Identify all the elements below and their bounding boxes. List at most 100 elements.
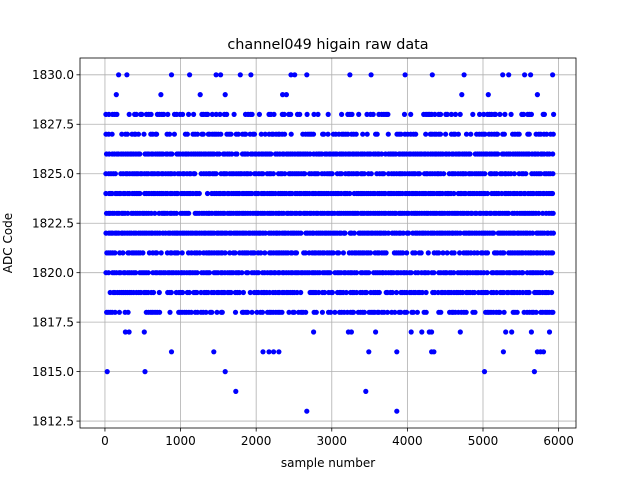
data-point bbox=[327, 270, 333, 276]
data-point bbox=[173, 210, 179, 216]
data-point bbox=[109, 131, 115, 137]
data-point bbox=[356, 111, 362, 117]
data-point bbox=[249, 309, 255, 315]
data-point bbox=[125, 309, 131, 315]
data-point bbox=[550, 72, 556, 78]
y-tick-label: 1820.0 bbox=[32, 266, 74, 280]
data-point bbox=[363, 388, 369, 394]
data-point bbox=[373, 329, 379, 335]
data-point bbox=[470, 111, 476, 117]
data-point bbox=[376, 289, 382, 296]
data-point bbox=[222, 250, 228, 256]
data-point bbox=[350, 309, 357, 315]
data-point bbox=[255, 270, 262, 276]
data-point bbox=[133, 111, 139, 117]
data-point bbox=[104, 369, 110, 375]
data-point bbox=[321, 131, 327, 137]
y-tick-label: 1830.0 bbox=[32, 68, 74, 82]
data-point bbox=[268, 151, 274, 157]
data-point bbox=[467, 151, 473, 157]
data-point bbox=[322, 289, 328, 296]
data-point bbox=[141, 131, 147, 137]
data-point bbox=[520, 270, 526, 276]
data-point bbox=[400, 250, 406, 256]
data-point bbox=[222, 369, 228, 375]
data-point bbox=[180, 111, 186, 117]
data-point bbox=[298, 230, 304, 236]
data-point bbox=[351, 230, 357, 236]
data-point bbox=[549, 190, 556, 197]
data-point bbox=[381, 171, 387, 177]
data-point bbox=[286, 309, 292, 315]
data-point bbox=[441, 171, 447, 177]
data-point bbox=[494, 289, 500, 296]
data-point bbox=[258, 250, 264, 256]
data-point bbox=[501, 250, 507, 256]
data-point bbox=[194, 289, 200, 296]
data-point bbox=[550, 131, 556, 137]
data-point bbox=[392, 309, 398, 315]
data-point bbox=[514, 309, 520, 315]
data-point bbox=[119, 131, 125, 137]
data-point bbox=[393, 289, 400, 296]
data-point bbox=[171, 131, 177, 137]
data-point bbox=[394, 349, 400, 355]
data-point bbox=[247, 171, 253, 177]
data-point bbox=[262, 230, 268, 236]
data-point bbox=[145, 270, 151, 276]
data-point bbox=[413, 131, 419, 137]
data-point bbox=[158, 250, 164, 256]
data-point bbox=[259, 309, 266, 315]
data-point bbox=[457, 329, 463, 335]
data-point bbox=[374, 131, 380, 137]
data-point bbox=[209, 309, 215, 315]
data-point bbox=[414, 309, 420, 315]
data-point bbox=[152, 210, 158, 216]
data-point bbox=[474, 250, 480, 256]
data-point bbox=[307, 151, 313, 157]
data-point bbox=[528, 111, 535, 117]
data-point bbox=[461, 72, 467, 78]
data-point bbox=[245, 270, 251, 276]
data-point bbox=[353, 131, 359, 137]
data-point bbox=[124, 131, 130, 137]
data-point bbox=[500, 349, 506, 355]
data-point bbox=[194, 270, 200, 276]
data-point bbox=[443, 131, 449, 137]
data-point bbox=[484, 289, 490, 296]
data-point bbox=[116, 72, 122, 78]
data-point bbox=[534, 92, 541, 98]
data-point bbox=[216, 151, 222, 157]
data-point bbox=[126, 111, 132, 117]
data-point bbox=[175, 250, 181, 256]
data-point bbox=[501, 309, 507, 315]
data-point bbox=[354, 289, 360, 296]
data-point bbox=[361, 171, 367, 177]
data-point bbox=[412, 250, 418, 256]
data-point bbox=[298, 289, 304, 296]
data-point bbox=[370, 111, 376, 117]
data-point bbox=[364, 111, 370, 117]
data-point bbox=[432, 111, 438, 117]
data-point bbox=[243, 131, 249, 137]
data-point bbox=[484, 190, 491, 197]
data-point bbox=[528, 72, 534, 78]
data-point bbox=[491, 230, 497, 236]
data-point bbox=[451, 190, 457, 197]
plot-frame bbox=[79, 57, 577, 429]
data-point bbox=[168, 72, 175, 78]
data-point bbox=[271, 349, 277, 355]
data-point bbox=[404, 309, 410, 315]
data-point bbox=[482, 131, 488, 137]
x-axis-ticks: 0 1000 2000 3000 4000 5000 6000 bbox=[101, 428, 574, 448]
data-point bbox=[384, 309, 391, 315]
data-point bbox=[186, 289, 192, 296]
y-tick-label: 1812.5 bbox=[32, 414, 74, 428]
data-point bbox=[468, 131, 474, 137]
data-point bbox=[550, 210, 556, 216]
data-point bbox=[364, 131, 370, 137]
data-point bbox=[120, 250, 126, 256]
data-point bbox=[157, 309, 163, 315]
data-point bbox=[258, 131, 264, 137]
data-point bbox=[408, 329, 414, 335]
